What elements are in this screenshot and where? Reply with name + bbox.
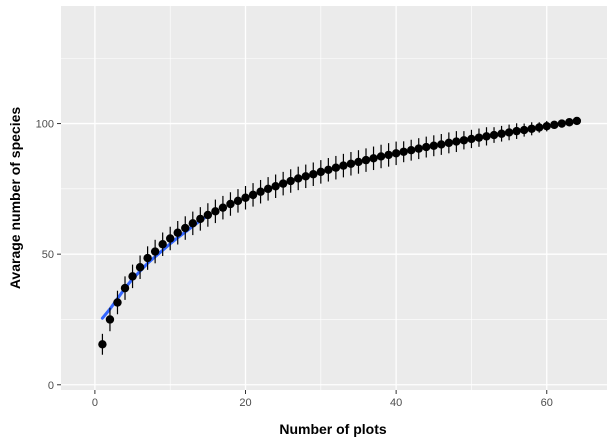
data-point [211, 207, 220, 216]
data-point [181, 223, 190, 233]
data-point [158, 240, 167, 249]
data-point [278, 179, 288, 188]
data-point [294, 174, 303, 183]
data-point [550, 120, 559, 130]
data-point [113, 298, 122, 307]
data-point [535, 123, 544, 132]
x-tick-label: 40 [390, 397, 402, 409]
data-point [489, 130, 499, 140]
data-point [406, 145, 416, 155]
data-point [452, 137, 461, 146]
data-point [143, 253, 152, 263]
data-point-layer [98, 116, 582, 349]
data-point [309, 170, 318, 179]
data-point [196, 214, 205, 224]
x-tick-label: 0 [92, 397, 98, 409]
data-point [444, 138, 454, 148]
data-point [474, 133, 484, 142]
data-point [429, 141, 438, 150]
data-point [346, 159, 356, 168]
data-point [120, 283, 130, 293]
data-point [98, 340, 107, 349]
data-point [414, 144, 423, 153]
x-tick-label: 20 [239, 397, 251, 409]
data-point [497, 129, 506, 138]
data-point [233, 196, 243, 206]
data-point [286, 176, 295, 186]
data-point [459, 136, 469, 145]
data-point [504, 128, 514, 137]
data-point [376, 152, 386, 161]
data-point [271, 182, 280, 191]
data-point [399, 147, 408, 156]
data-point [557, 119, 567, 128]
data-point [527, 124, 536, 133]
data-point [422, 142, 431, 152]
data-point [391, 149, 401, 158]
data-point [166, 234, 175, 243]
data-point [218, 203, 228, 212]
y-tick-label: 0 [48, 380, 54, 392]
y-tick-label: 50 [42, 249, 54, 261]
data-point [572, 116, 582, 126]
data-point [512, 126, 521, 136]
data-point [241, 193, 250, 202]
data-point [226, 199, 235, 209]
data-point [188, 219, 197, 228]
data-point [565, 118, 574, 127]
data-point [316, 167, 326, 177]
x-axis-title: Number of plots [279, 421, 387, 437]
data-point [203, 210, 213, 220]
plot-panel [61, 6, 607, 390]
data-point [263, 184, 273, 194]
x-tick-label: 60 [541, 397, 553, 409]
data-point [361, 155, 371, 165]
data-point [467, 134, 476, 144]
data-point [135, 263, 145, 272]
data-point [519, 125, 529, 135]
axes: 0 20 40 60 0 50 100 [36, 119, 553, 409]
data-point [331, 163, 341, 172]
data-point [369, 154, 378, 163]
data-point [437, 140, 446, 149]
data-point [384, 150, 393, 160]
data-point [354, 157, 363, 167]
y-tick-label: 100 [36, 119, 54, 131]
data-point [482, 132, 491, 141]
data-point [324, 165, 333, 174]
data-point [339, 161, 348, 170]
data-point [542, 121, 551, 131]
data-point [105, 315, 115, 324]
data-point [150, 247, 160, 256]
y-axis-title: Avarage number of species [7, 107, 23, 290]
data-point [256, 187, 265, 196]
data-point [128, 272, 137, 281]
data-point [301, 172, 310, 181]
data-point [248, 190, 258, 200]
data-point [173, 228, 182, 237]
